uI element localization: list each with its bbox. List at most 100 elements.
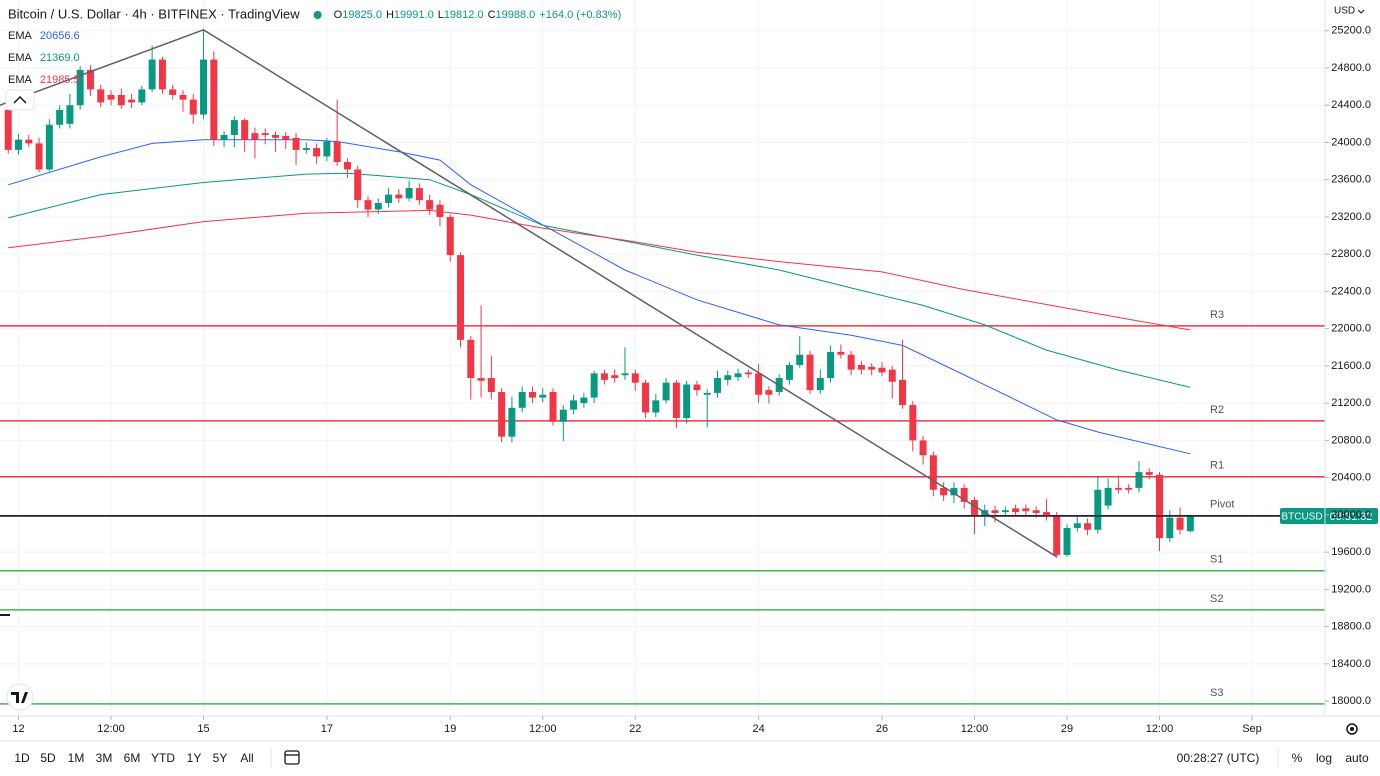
level-label: R3 [1210, 309, 1224, 321]
candle-body [323, 141, 331, 157]
timeframe-button[interactable]: 1M [68, 751, 85, 765]
x-tick-label: 19 [444, 723, 456, 735]
candle-body [292, 137, 300, 150]
candle-body [189, 99, 197, 115]
y-tick-label: 21200.0 [1331, 397, 1371, 409]
settings-icon-center[interactable] [1350, 727, 1354, 731]
ema-lines [8, 139, 1191, 455]
x-tick-label: 29 [1061, 723, 1073, 735]
candle-body [1176, 517, 1184, 530]
y-tick-label: 23600.0 [1331, 174, 1371, 186]
timeframe-button[interactable]: 5D [40, 751, 56, 765]
x-tick-label: 15 [197, 723, 209, 735]
header: Bitcoin / U.S. Dollar · 4h · BITFINEX · … [8, 6, 1365, 86]
candle-body [158, 59, 166, 90]
candle-body [724, 375, 732, 380]
y-tick-label: 24400.0 [1331, 99, 1371, 111]
ohlc-value: 19812.0 [444, 9, 484, 21]
y-tick-label: 24800.0 [1331, 62, 1371, 74]
candle-body [734, 373, 742, 378]
candle-body [333, 141, 341, 163]
candle-body [919, 440, 927, 456]
candle-body [169, 89, 177, 95]
y-tick-label: 25200.0 [1331, 25, 1371, 37]
timeframe-button[interactable]: 3M [96, 751, 113, 765]
candle-body [580, 397, 588, 404]
candle-body [76, 69, 84, 106]
currency-arrow[interactable] [1357, 9, 1365, 14]
calendar-button[interactable] [284, 750, 300, 765]
candle-body [117, 94, 125, 106]
legend-name: EMA [8, 30, 33, 42]
legend-value: 21369.0 [40, 52, 80, 64]
timeframe-button[interactable]: All [240, 751, 253, 765]
level-label: S2 [1210, 593, 1223, 605]
candle-body [703, 392, 711, 395]
toolbar: 1D 5D 1M 3M 6M YTD 1Y 5Y All 00:28:27 (UTC)% log au… [14, 751, 1369, 765]
candles [4, 29, 1194, 558]
countdown-label: 03:31:32 [1330, 511, 1373, 523]
collapse-icon[interactable] [13, 95, 27, 104]
candle-body [1135, 472, 1143, 488]
market-status-dot [313, 11, 322, 19]
timeframe-button[interactable]: 5Y [213, 751, 228, 765]
scale-button[interactable]: % [1292, 751, 1303, 765]
collapse-button[interactable] [5, 89, 35, 111]
candle-body [950, 487, 958, 496]
overlay: BTCUSD 03:31:32 [0, 28, 1378, 558]
candle-body [220, 135, 228, 140]
collapse-box[interactable] [5, 89, 35, 111]
candle-body [385, 194, 393, 203]
candle-body [1063, 527, 1071, 555]
candle-body [1073, 523, 1081, 528]
timeframe-button[interactable]: 6M [124, 751, 141, 765]
timeframe-button[interactable]: 1Y [187, 751, 202, 765]
trendline [0, 28, 1058, 558]
candle-body [713, 378, 721, 393]
candle-body [35, 143, 43, 170]
scale-button[interactable]: log [1316, 751, 1332, 765]
x-tick-label: 12:00 [1146, 723, 1174, 735]
candle-body [457, 255, 465, 340]
settings-icon[interactable] [1346, 723, 1358, 735]
candle-body [518, 391, 526, 408]
candle-body [940, 487, 948, 496]
x-tick-label: 12 [12, 723, 24, 735]
candle-body [405, 188, 413, 199]
price-badge [1280, 508, 1378, 525]
x-tick-label: 24 [752, 723, 764, 735]
settings-button[interactable] [1346, 723, 1358, 735]
x-tick-label: 22 [629, 723, 641, 735]
candle-body [672, 382, 680, 419]
y-tick-label: 22000.0 [1331, 323, 1371, 335]
candle-body [66, 105, 74, 124]
x-tick-label: Sep [1242, 723, 1262, 735]
candle-body [343, 162, 351, 170]
timeframe-button[interactable]: 1D [14, 751, 30, 765]
candle-body [128, 99, 136, 103]
candle-body [498, 391, 506, 437]
candle-body [539, 394, 547, 398]
candle-body [765, 390, 773, 395]
candle-body [857, 364, 865, 370]
timeframe-button[interactable]: YTD [151, 751, 175, 765]
calendar-icon[interactable] [284, 750, 300, 765]
candle-body [251, 133, 259, 140]
y-tick-label: 20400.0 [1331, 472, 1371, 484]
scale-button[interactable]: auto [1345, 751, 1369, 765]
currency-button[interactable]: USD [1334, 6, 1355, 17]
candle-body [1156, 474, 1163, 539]
candle-body [549, 391, 557, 422]
level-label: S3 [1210, 687, 1223, 699]
candle-body [837, 351, 845, 355]
candle-body [477, 378, 485, 381]
candle-body [107, 94, 115, 100]
candle-body [1186, 516, 1194, 532]
logo-circle [6, 683, 34, 711]
y-tick-label: 22800.0 [1331, 248, 1371, 260]
candle-body [631, 373, 639, 383]
candle-body [1022, 508, 1030, 512]
candle-body [1145, 472, 1153, 475]
candle-body [210, 59, 218, 140]
